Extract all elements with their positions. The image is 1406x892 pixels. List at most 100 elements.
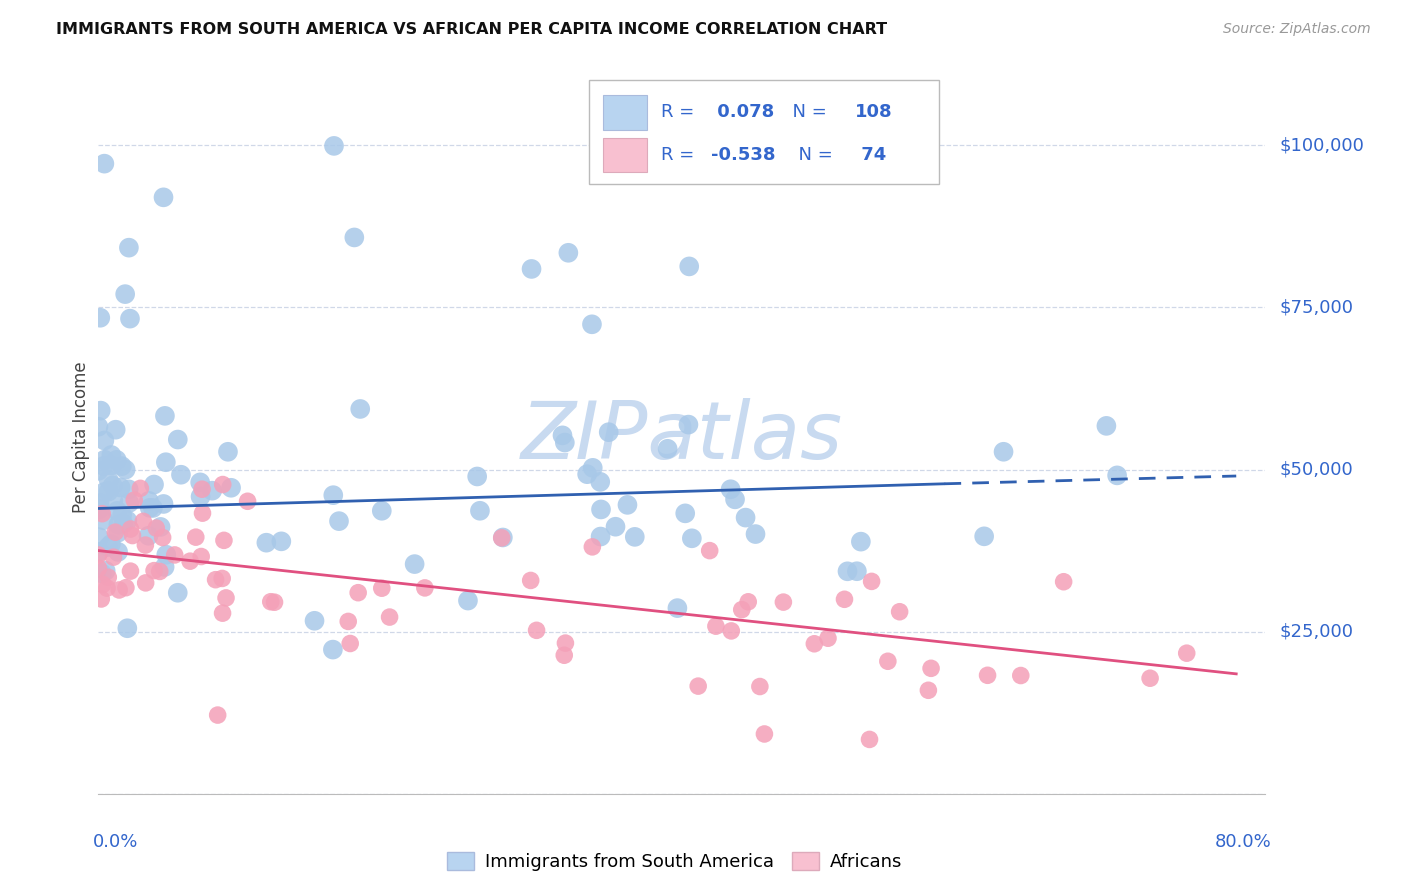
Point [993,444,1015,458]
Point [657,442,679,456]
Point [520,262,543,277]
Point [152,531,174,545]
Point [94,564,117,578]
Point [89,502,111,516]
Point [457,593,479,607]
Text: $50,000: $50,000 [1279,460,1353,478]
Point [337,615,360,629]
Point [111,508,134,522]
Point [104,423,127,437]
Point [404,557,426,571]
Point [211,606,233,620]
Point [122,493,145,508]
FancyBboxPatch shape [603,138,647,172]
Point [118,483,141,497]
Text: $100,000: $100,000 [1279,136,1364,154]
Point [589,502,612,516]
Point [876,654,898,668]
Point [211,571,233,585]
Point [260,595,283,609]
Point [100,458,122,473]
Point [1010,668,1032,682]
Point [149,565,172,579]
Point [688,679,710,693]
Text: R =: R = [661,146,700,164]
Point [103,550,125,565]
Point [557,245,579,260]
Point [166,433,188,447]
Point [97,473,120,487]
Text: 80.0%: 80.0% [1215,833,1271,851]
Point [97,570,120,584]
Point [93,434,115,448]
Text: 74: 74 [855,146,886,164]
Point [111,459,134,474]
Point [976,668,998,682]
Point [89,310,111,325]
Point [212,533,235,548]
Point [724,492,747,507]
Point [97,484,120,499]
Point [1095,418,1118,433]
Point [339,636,361,650]
Point [138,529,160,543]
Point [581,540,603,554]
Point [100,537,122,551]
Point [112,516,135,531]
Point [90,566,112,581]
Point [104,525,127,540]
Point [553,648,575,663]
Point [93,156,115,170]
Point [754,727,776,741]
Point [204,573,226,587]
Point [120,564,142,578]
Point [190,490,212,504]
Point [107,525,129,540]
Point [87,545,110,559]
Point [191,506,214,520]
Point [817,632,839,646]
Point [704,619,727,633]
Point [91,577,114,591]
Point [666,601,689,615]
Point [145,521,167,535]
Point [87,464,110,478]
Point [138,494,160,508]
Point [135,575,157,590]
Point [114,287,136,301]
Point [132,514,155,528]
Point [217,444,239,458]
Point [108,582,131,597]
Point [184,530,207,544]
Point [107,517,129,532]
Point [1053,574,1076,589]
Point [155,548,177,562]
Text: 108: 108 [855,103,893,121]
Point [143,564,166,578]
Point [117,621,139,635]
Text: $25,000: $25,000 [1279,623,1354,640]
Text: -0.538: -0.538 [711,146,776,164]
Point [378,610,401,624]
Point [170,467,193,482]
Point [468,504,491,518]
Point [413,581,436,595]
Point [155,455,177,469]
Point [89,496,111,510]
Point [93,452,115,467]
Text: IMMIGRANTS FROM SOUTH AMERICA VS AFRICAN PER CAPITA INCOME CORRELATION CHART: IMMIGRANTS FROM SOUTH AMERICA VS AFRICAN… [56,22,887,37]
Point [93,458,115,473]
Point [349,401,371,416]
Text: Source: ZipAtlas.com: Source: ZipAtlas.com [1223,22,1371,37]
Point [737,595,759,609]
Point [270,534,292,549]
Point [118,311,141,326]
Point [152,497,174,511]
Point [598,425,620,440]
Point [90,403,112,417]
Point [576,467,599,482]
Point [96,581,118,595]
Point [152,190,174,204]
Point [681,531,703,545]
Point [889,605,911,619]
